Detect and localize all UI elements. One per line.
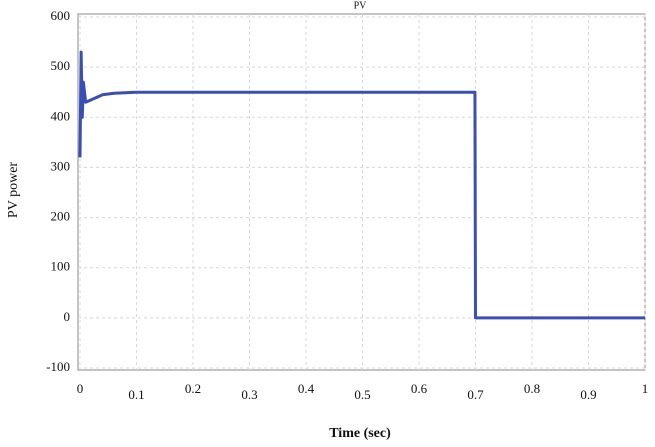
x-tick-label: 0.4 <box>298 381 315 396</box>
x-tick-label: 0.3 <box>241 387 257 402</box>
x-tick-label: 0.5 <box>354 387 370 402</box>
x-tick-label: 0.6 <box>411 381 428 396</box>
x-tick-label: 0 <box>77 381 84 396</box>
y-tick-label: 100 <box>51 259 71 274</box>
y-tick-label: 300 <box>51 158 71 173</box>
y-tick-label: 200 <box>51 209 71 224</box>
x-tick-label: 1 <box>642 381 649 396</box>
x-tick-label: 0.2 <box>185 381 201 396</box>
data-line <box>78 50 645 320</box>
y-tick-label: -100 <box>46 359 70 374</box>
x-axis-label: Time (sec) <box>329 426 391 441</box>
x-tick-label: 0.8 <box>524 381 540 396</box>
y-tick-label: 0 <box>64 309 71 324</box>
x-tick-label: 0.7 <box>467 387 484 402</box>
x-tick-label: 0.1 <box>128 387 144 402</box>
y-tick-label: 500 <box>51 58 71 73</box>
plot-frame <box>77 13 646 371</box>
y-tick-label: 400 <box>51 108 71 123</box>
x-tick-label: 0.9 <box>580 387 596 402</box>
y-axis-label: PV power <box>6 162 21 218</box>
y-tick-label: 600 <box>51 8 71 23</box>
chart-title: PV <box>354 0 368 11</box>
